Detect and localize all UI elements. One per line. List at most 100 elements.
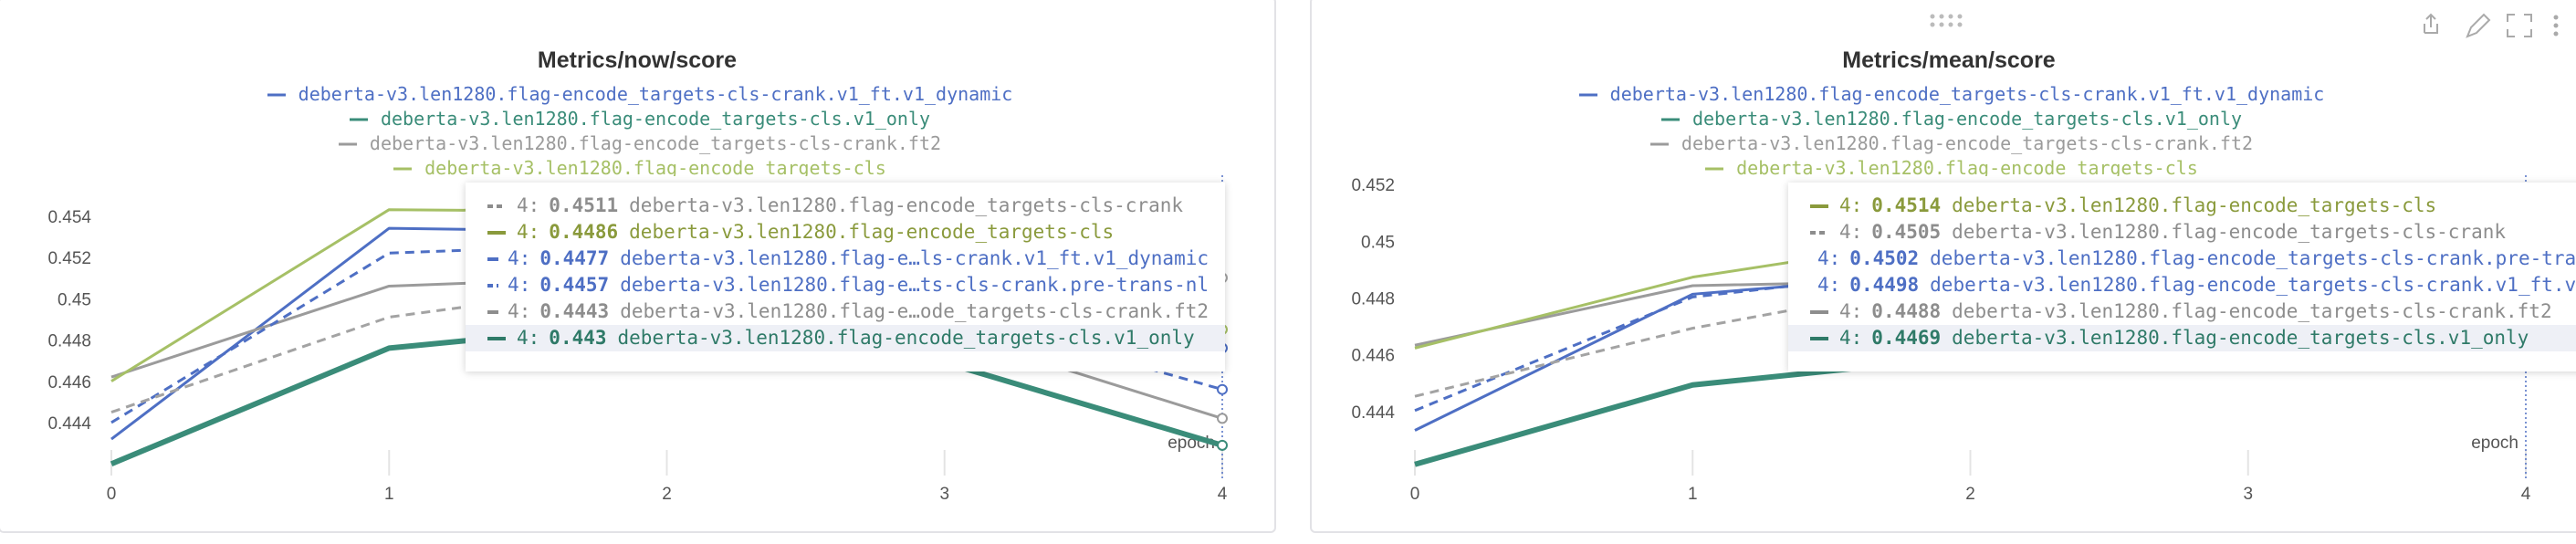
y-tick-label: 0.45 <box>58 290 91 309</box>
marker <box>487 256 499 261</box>
tooltip: 4: 0.4514 deberta-v3.len1280.flag-encode_t… <box>1788 183 2576 371</box>
chart-title: Metrics/mean/score <box>1842 47 2056 73</box>
tooltip-label: deberta-v3.len1280.flag-encode_targets-c… <box>1952 221 2507 243</box>
tooltip-row: 4: 0.4514 deberta-v3.len1280.flag-encode_t… <box>1788 193 2576 219</box>
tooltip-row: 4: 0.4486 deberta-v3.len1280.flag-encode_t… <box>466 219 1225 246</box>
y-tick-label: 0.444 <box>1351 403 1395 423</box>
tooltip-row: 4: 0.443 deberta-v3.len1280.flag-encode_ta… <box>466 325 1225 351</box>
tooltip-x: 4: <box>517 221 540 243</box>
drag-handle[interactable] <box>1930 14 1963 27</box>
y-tick-label: 0.444 <box>47 414 91 434</box>
tooltip-value: 0.4502 <box>1849 247 1920 269</box>
marker <box>1660 118 1680 120</box>
panel: 0.444 0.446 0.448 0.45 0.452 0.454 0 1 2 3 4 epoch … <box>0 0 1276 533</box>
tooltip-row: 4: 0.4443 deberta-v3.len1280.flag-e…ode_ta… <box>466 298 1225 325</box>
tooltip-value: 0.4498 <box>1849 274 1920 296</box>
tooltip-value: 0.4514 <box>1871 194 1942 216</box>
y-tick-label: 0.448 <box>47 332 91 351</box>
tooltip-label: deberta-v3.len1280.flag-encode_targets-c… <box>617 327 1195 349</box>
tooltip-row: 4: 0.4457 deberta-v3.len1280.flag-e…ts-cls… <box>466 272 1225 298</box>
tooltip-value: 0.4443 <box>539 300 610 322</box>
tooltip-value: 0.4477 <box>539 247 610 269</box>
tooltip-row: 4: 0.4477 deberta-v3.len1280.flag-e…ls-cra… <box>466 246 1225 272</box>
marker <box>1705 167 1724 170</box>
legend: deberta-v3.len1280.flag-encode_targets-c… <box>128 82 1150 176</box>
legend-label: deberta-v3.len1280.flag-encode_targets-c… <box>380 108 931 130</box>
legend-item[interactable]: deberta-v3.len1280.flag-encode_targets-c… <box>1703 156 2198 176</box>
tooltip-x: 4: <box>1817 247 1841 269</box>
tooltip-value: 0.4505 <box>1871 221 1942 243</box>
tooltip-x: 4: <box>1839 300 1863 322</box>
chart-title: Metrics/now/score <box>537 47 738 73</box>
marker <box>1810 309 1828 314</box>
marker <box>1578 93 1597 96</box>
marker <box>487 336 506 340</box>
panel: 0.444 0.446 0.448 0.45 0.452 0 1 2 3 4 epoch Metri… <box>1310 0 2576 533</box>
marker <box>349 118 368 120</box>
x-tick-label: 0 <box>107 485 117 504</box>
tooltip-value: 0.4469 <box>1871 327 1942 349</box>
expand-icon[interactable] <box>2507 14 2532 37</box>
tooltip-value: 0.4488 <box>1871 300 1942 322</box>
edit-icon[interactable] <box>2466 13 2491 38</box>
legend-item[interactable]: deberta-v3.len1280.flag-encode_targets-c… <box>1577 82 2325 107</box>
tooltip-label: deberta-v3.len1280.flag-encode_targets-c… <box>1930 274 2576 296</box>
share-icon[interactable] <box>2424 13 2438 34</box>
legend: deberta-v3.len1280.flag-encode_targets-c… <box>1440 82 2462 176</box>
y-tick-label: 0.452 <box>1351 176 1395 195</box>
y-tick-label: 0.454 <box>47 208 91 227</box>
tooltip-x: 4: <box>1839 194 1863 216</box>
marker <box>487 230 506 235</box>
tooltip-label: deberta-v3.len1280.flag-encode_targets-c… <box>1952 327 2529 349</box>
legend-item[interactable]: deberta-v3.len1280.flag-encode_targets-c… <box>392 156 886 176</box>
tooltip-label: deberta-v3.len1280.flag-e…ts-cls-crank.p… <box>620 274 1209 296</box>
hover-point <box>1217 413 1228 424</box>
tooltip-row: 4: 0.4502 deberta-v3.len1280.flag-encode_t… <box>1788 246 2576 272</box>
marker <box>1810 204 1828 208</box>
tooltip-label: deberta-v3.len1280.flag-encode_targets-c… <box>1930 247 2576 269</box>
marker <box>487 309 499 314</box>
marker <box>1810 230 1828 235</box>
tooltip-value: 0.4457 <box>539 274 610 296</box>
legend-label: deberta-v3.len1280.flag-encode_targets-c… <box>298 83 1013 105</box>
legend-item[interactable]: deberta-v3.len1280.flag-encode_targets-c… <box>348 107 930 131</box>
menu-icon[interactable] <box>2553 15 2559 37</box>
tooltip-label: deberta-v3.len1280.flag-encode_targets-c… <box>629 221 1115 243</box>
tooltip-label: deberta-v3.len1280.flag-e…ls-crank.v1_ft… <box>620 247 1209 269</box>
tooltip-x: 4: <box>1817 274 1841 296</box>
tooltip-row: 4: 0.4469 deberta-v3.len1280.flag-encode_t… <box>1788 325 2576 351</box>
y-tick-label: 0.446 <box>1351 347 1395 366</box>
tooltip-value: 0.443 <box>549 327 607 349</box>
tooltip-row: 4: 0.4488 deberta-v3.len1280.flag-encode_t… <box>1788 298 2576 325</box>
legend-item[interactable]: deberta-v3.len1280.flag-encode_targets-c… <box>1649 131 2253 156</box>
hover-point <box>1217 439 1228 451</box>
y-tick-label: 0.45 <box>1361 233 1395 252</box>
y-tick-label: 0.446 <box>47 373 91 392</box>
tooltip-x: 4: <box>517 327 540 349</box>
x-tick-label: 4 <box>1218 485 1228 504</box>
x-tick-label: 2 <box>662 485 672 504</box>
legend-label: deberta-v3.len1280.flag-encode_targets-c… <box>1681 132 2254 154</box>
tooltip-x: 4: <box>508 300 531 322</box>
tooltip-row: 4: 0.4511 deberta-v3.len1280.flag-encode_t… <box>466 193 1225 219</box>
legend-item[interactable]: deberta-v3.len1280.flag-encode_targets-c… <box>337 131 941 156</box>
marker <box>338 142 357 145</box>
tooltip: 4: 0.4511 deberta-v3.len1280.flag-encode_t… <box>466 183 1225 371</box>
legend-label: deberta-v3.len1280.flag-encode_targets-c… <box>369 132 942 154</box>
x-axis-label: epoch <box>2471 434 2518 453</box>
marker <box>487 204 506 208</box>
tooltip-value: 0.4511 <box>549 194 619 216</box>
legend-label: deberta-v3.len1280.flag-encode_targets-c… <box>424 157 886 176</box>
legend-item[interactable]: deberta-v3.len1280.flag-encode_targets-c… <box>266 82 1013 107</box>
y-tick-label: 0.448 <box>1351 290 1395 309</box>
legend-label: deberta-v3.len1280.flag-encode_targets-c… <box>1736 157 2198 176</box>
tooltip-label: deberta-v3.len1280.flag-encode_targets-c… <box>629 194 1184 216</box>
x-tick-label: 4 <box>2521 485 2531 504</box>
legend-label: deberta-v3.len1280.flag-encode_targets-c… <box>1609 83 2325 105</box>
marker <box>1810 336 1828 340</box>
marker <box>487 283 499 288</box>
legend-item[interactable]: deberta-v3.len1280.flag-encode_targets-c… <box>1660 107 2242 131</box>
marker <box>267 93 286 96</box>
x-tick-label: 3 <box>939 485 949 504</box>
